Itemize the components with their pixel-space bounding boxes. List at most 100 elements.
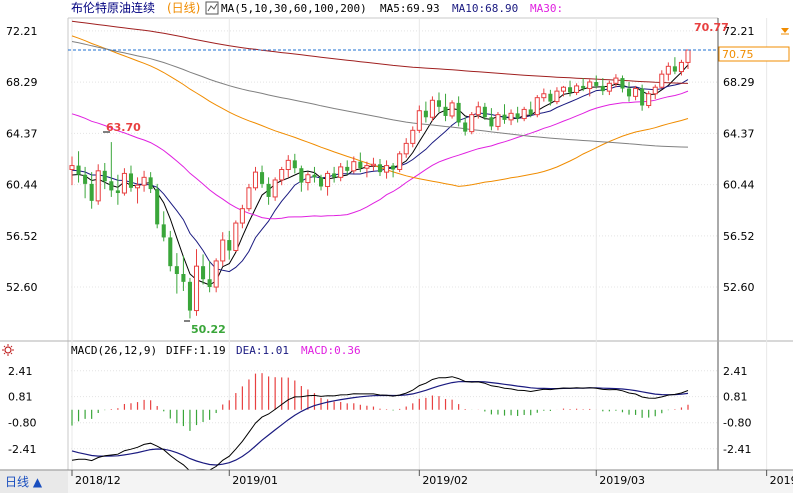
ma10-value: MA10:68.90 — [452, 2, 518, 15]
candle-body-up — [141, 176, 147, 186]
candle-body-down — [109, 181, 114, 191]
candle-body-down — [391, 165, 396, 170]
macd-y-axis-ticks: 2.41 2.41 0.81 0.81 -0.80 -0.80 -2.41 -2.41 — [8, 365, 751, 456]
candle-body-up — [554, 90, 560, 103]
high-label: 63.70 — [106, 121, 141, 134]
x-axis-ticks: 2018/12 2019/01 2019/02 2019/03 2019/04 — [71, 470, 793, 487]
scroll-end-icon[interactable] — [781, 28, 789, 35]
ma-toggle-icon[interactable] — [205, 1, 219, 15]
bottom-axis-bar — [0, 470, 793, 493]
candle-body-up — [135, 184, 141, 189]
candle-body-up — [560, 86, 567, 92]
candle-body-down — [436, 100, 442, 107]
x-tick-label: 2019/03 — [599, 474, 645, 487]
candle-body-up — [338, 166, 344, 178]
macd-macd-value: MACD:0.36 — [301, 344, 361, 357]
candle-body-up — [508, 112, 514, 121]
candle-body-up — [370, 163, 376, 167]
candle-body-up — [410, 129, 416, 144]
candle-body-down — [600, 85, 605, 92]
candle-body-up — [384, 165, 390, 173]
candle-body-down — [515, 113, 520, 119]
candle-body-down — [181, 274, 186, 282]
candle-body-up — [213, 260, 219, 288]
ma30-line — [71, 90, 689, 220]
candle-body-down — [201, 266, 206, 280]
main-y-tick-right: 72.21 — [723, 25, 755, 38]
ma30-value: MA30: — [530, 2, 563, 15]
candle-body-up — [613, 77, 619, 84]
candle-body-up — [652, 86, 658, 95]
candle-body-down — [377, 164, 383, 173]
candle-body-up — [69, 165, 75, 171]
candle-body-down — [482, 106, 487, 118]
candle-body-up — [121, 172, 127, 194]
candle-body-up — [364, 165, 370, 169]
macd-dea-value: DEA:1.01 — [236, 344, 289, 357]
main-y-tick-left: 72.21 — [6, 25, 38, 38]
candle-body-up — [469, 114, 475, 133]
period-button[interactable]: 日线 ▲ — [0, 471, 68, 493]
candle-body-up — [633, 88, 639, 97]
candle-body-down — [187, 281, 192, 311]
candle-body-up — [279, 169, 285, 181]
candle-body-up — [272, 179, 278, 198]
candle-body-up — [659, 73, 665, 88]
candle-body-up — [449, 102, 455, 117]
candle-body-up — [678, 61, 684, 73]
candle-body-up — [305, 174, 311, 184]
macd-y-tick-right: -0.80 — [723, 417, 751, 430]
candle-body-down — [594, 82, 599, 86]
moving-average-lines — [71, 20, 689, 286]
candle-body-down — [640, 88, 645, 106]
candle-body-down — [292, 160, 297, 169]
macd-settings-icon[interactable] — [2, 344, 14, 356]
candle-body-down — [318, 177, 324, 187]
candle-body-down — [227, 240, 232, 251]
candle-body-up — [252, 171, 259, 189]
period-button-label: 日线 ▲ — [5, 475, 43, 489]
candle-body-up — [239, 208, 245, 224]
candle-body-up — [233, 222, 239, 251]
price-tag: 70.75 — [718, 46, 790, 62]
candle-body-up — [606, 82, 612, 92]
macd-y-tick-left: 0.81 — [8, 391, 33, 404]
main-grid — [68, 18, 768, 470]
candle-body-down — [581, 85, 586, 89]
candle-body-up — [416, 110, 422, 131]
candle-body-up — [665, 65, 671, 75]
candle-body-down — [456, 102, 461, 123]
macd-y-tick-left: -0.80 — [8, 417, 36, 430]
ma-params: MA(5,10,30,60,100,200) — [221, 2, 367, 15]
candle-body-down — [174, 266, 179, 274]
ma100-line — [71, 41, 689, 148]
candle-body-up — [495, 114, 501, 127]
candle-body-down — [548, 93, 553, 102]
macd-y-tick-left: -2.41 — [8, 443, 36, 456]
candle-body-up — [587, 81, 593, 90]
main-y-tick-right: 68.29 — [723, 76, 755, 89]
candle-body-down — [502, 114, 507, 120]
candle-body-down — [115, 190, 120, 194]
candle-body-down — [161, 224, 166, 238]
macd-diff-value: DIFF:1.19 — [166, 344, 226, 357]
low-annotation: 50.22 — [184, 320, 226, 336]
macd-y-tick-left: 2.41 — [8, 365, 33, 378]
last-high-label: 70.77 — [694, 21, 729, 34]
candle-body-down — [672, 66, 677, 72]
x-tick-label: 2019/02 — [422, 474, 468, 487]
main-y-tick-right: 52.60 — [723, 281, 755, 294]
candle-body-down — [358, 161, 363, 169]
candle-body-up — [521, 108, 527, 120]
candle-body-up — [534, 97, 540, 116]
macd-params: MACD(26,12,9) — [71, 344, 157, 357]
low-label: 50.22 — [191, 323, 226, 336]
macd-y-tick-right: -2.41 — [723, 443, 751, 456]
candle-body-down — [260, 172, 265, 184]
candle-body-down — [76, 165, 81, 175]
candle-body-down — [463, 122, 468, 132]
main-y-tick-left: 60.44 — [6, 179, 38, 192]
candle-body-up — [685, 49, 691, 63]
candle-body-up — [574, 85, 580, 93]
